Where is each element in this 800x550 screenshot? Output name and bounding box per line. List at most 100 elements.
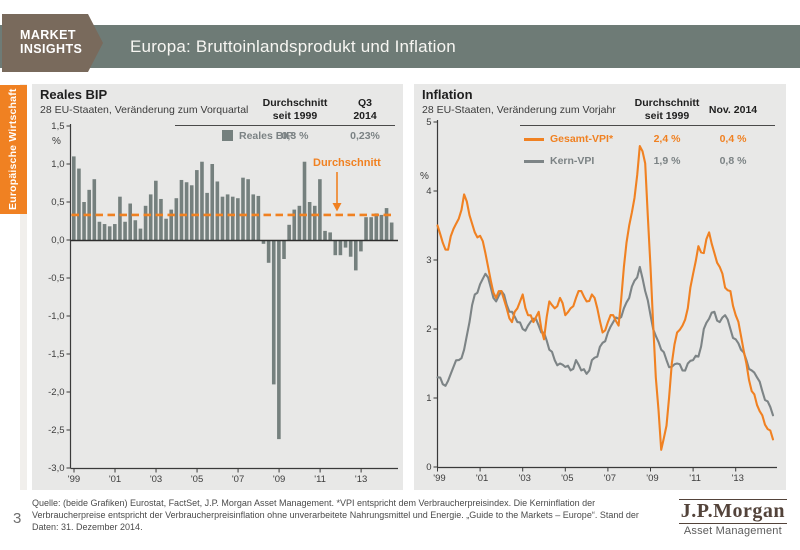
- kern-vpi-label: Kern-VPI: [550, 155, 595, 167]
- gdp-col-header-average: Durchschnitt seit 1999: [262, 97, 328, 122]
- gdp-series-swatch: [222, 130, 233, 141]
- badge-arrow-shape: [88, 14, 103, 72]
- gdp-bar: [143, 205, 148, 240]
- gdp-bar: [312, 205, 317, 240]
- sidebar-rail: [20, 84, 27, 490]
- svg-text:-1,5: -1,5: [48, 349, 64, 360]
- sidebar-tab-europaeische-wirtschaft[interactable]: Europäische Wirtschaft: [0, 85, 27, 214]
- inflation-chart-panel: Inflation 28 EU-Staaten, Veränderung zum…: [414, 84, 786, 490]
- gdp-bar: [148, 194, 153, 240]
- gdp-x-axis-ticks: '99 '01 '03 '05 '07 '09 '11 '13: [68, 468, 367, 485]
- gdp-bar: [220, 196, 225, 240]
- page-title: Europa: Bruttoinlandsprodukt und Inflati…: [130, 37, 456, 56]
- gdp-bar: [92, 179, 97, 240]
- gdp-bar: [374, 213, 379, 240]
- gdp-bar: [379, 214, 384, 240]
- jpmorgan-logo: J.P.Morgan Asset Management: [678, 499, 787, 537]
- gdp-bar: [77, 168, 81, 240]
- gdp-bar: [241, 177, 245, 240]
- gdp-bar: [179, 179, 184, 240]
- inflation-line-kern-vpi: [436, 265, 775, 417]
- svg-text:'13: '13: [355, 474, 367, 485]
- gdp-bar: [343, 240, 348, 248]
- svg-text:-2,0: -2,0: [48, 387, 64, 398]
- gdp-bar: [123, 221, 127, 240]
- gdp-bar: [128, 203, 132, 240]
- gdp-bar: [102, 224, 107, 240]
- gdp-bar: [318, 179, 322, 240]
- inflation-line-chart: 5 4 3 2 1 0% '99 '01 '03 '05 '07 '09 '11 '13: [420, 117, 777, 484]
- gdp-bar: [384, 208, 389, 240]
- gdp-bar: [169, 209, 174, 240]
- gesamt-vpi-swatch: [524, 138, 544, 141]
- market-insights-badge: MARKET INSIGHTS: [2, 14, 103, 72]
- gdp-bar: [287, 224, 291, 240]
- gdp-bar: [164, 218, 168, 240]
- inflation-y-axis-unit: %: [420, 171, 429, 182]
- gdp-bar: [389, 222, 394, 240]
- kern-vpi-swatch: [524, 160, 544, 163]
- svg-text:1: 1: [426, 393, 431, 404]
- gdp-average-annotation: Durchschnitt: [313, 157, 381, 169]
- svg-text:'03: '03: [150, 474, 162, 485]
- gdp-legend-row: Reales BIP 0,3 % 0,23%: [32, 130, 403, 143]
- gdp-bar: [138, 228, 143, 240]
- svg-text:-2,5: -2,5: [48, 425, 64, 436]
- gdp-y-axis-unit: %: [52, 136, 61, 147]
- svg-text:'09: '09: [646, 473, 658, 484]
- inflation-y-axis-ticks: 5 4 3 2 1 0: [426, 117, 438, 473]
- gdp-bar: [113, 224, 117, 240]
- gdp-bar: [97, 221, 102, 240]
- svg-text:'07: '07: [232, 474, 244, 485]
- gdp-bar: [82, 202, 86, 240]
- gdp-bar: [333, 240, 338, 256]
- gesamt-vpi-average: 2,4 %: [653, 133, 681, 145]
- inflation-col-header-average: Durchschnitt seit 1999: [634, 97, 700, 122]
- gdp-latest-value: 0,23%: [350, 130, 380, 142]
- svg-text:-3,0: -3,0: [48, 463, 64, 474]
- gdp-bar: [297, 205, 302, 240]
- gdp-series-label: Reales BIP: [239, 130, 294, 142]
- svg-text:'05: '05: [561, 473, 573, 484]
- svg-text:'11: '11: [314, 474, 326, 485]
- gdp-y-axis-ticks: 1,5 1,0 0,5 0,0 -0,5 -1,0 -1,5 -2,0 -2,5 -3,0: [48, 121, 71, 474]
- gdp-bar: [154, 180, 158, 240]
- gdp-bar: [246, 179, 250, 240]
- kern-vpi-average: 1,9 %: [653, 155, 681, 167]
- gdp-bar: [353, 240, 358, 271]
- gdp-chart-subtitle: 28 EU-Staaten, Veränderung zum Vorquarta…: [40, 104, 249, 116]
- inflation-header-rule: [520, 125, 775, 126]
- svg-text:'09: '09: [273, 474, 285, 485]
- inflation-x-axis-ticks: '99 '01 '03 '05 '07 '09 '11 '13: [433, 467, 744, 484]
- gdp-bar: [328, 232, 332, 240]
- gdp-bar: [200, 161, 204, 240]
- gdp-bar: [184, 182, 189, 240]
- svg-text:2: 2: [426, 324, 431, 335]
- gdp-chart-panel: Reales BIP 28 EU-Staaten, Veränderung zu…: [32, 84, 403, 490]
- gdp-bar: [302, 161, 307, 240]
- gdp-bar: [282, 240, 286, 259]
- gdp-bar: [359, 240, 363, 252]
- svg-text:0: 0: [426, 462, 431, 473]
- svg-text:'05: '05: [191, 474, 203, 485]
- svg-text:'01: '01: [476, 473, 488, 484]
- gdp-bar: [348, 240, 353, 257]
- svg-text:'11: '11: [689, 473, 701, 484]
- gdp-bar: [72, 156, 76, 240]
- svg-text:3: 3: [426, 255, 431, 266]
- gdp-bar: [174, 198, 179, 240]
- inflation-line-gesamt-vpi: [436, 145, 775, 451]
- inflation-legend-row-kern: Kern-VPI 1,9 % 0,8 %: [414, 155, 786, 168]
- gdp-bar: [107, 226, 112, 240]
- svg-text:-1,0: -1,0: [48, 311, 64, 322]
- gdp-bars: [72, 156, 394, 440]
- gdp-bar: [271, 240, 276, 385]
- svg-text:1,0: 1,0: [51, 159, 64, 170]
- gdp-bar: [236, 198, 240, 240]
- gdp-bar: [118, 196, 122, 240]
- gdp-bar: [159, 198, 163, 240]
- gdp-bar: [225, 194, 230, 240]
- kern-vpi-latest: 0,8 %: [719, 155, 747, 167]
- brand-text: MARKET INSIGHTS: [20, 28, 83, 56]
- sidebar-tab-label: Europäische Wirtschaft: [7, 88, 19, 211]
